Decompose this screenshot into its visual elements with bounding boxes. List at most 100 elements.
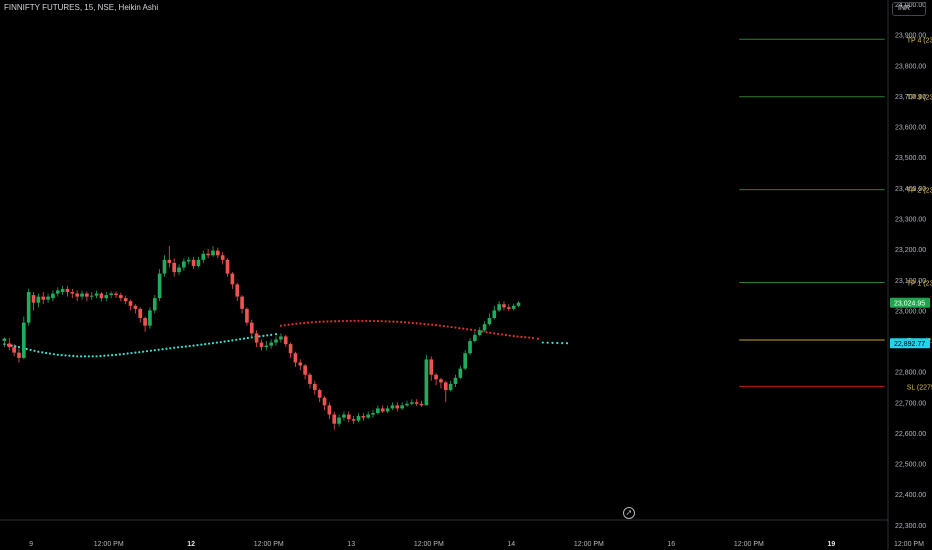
candle-body — [346, 414, 351, 420]
currency-button[interactable]: INR — [892, 2, 926, 16]
trailing-stop-dot-red — [345, 319, 348, 323]
trailing-stop-dot-red — [434, 323, 438, 327]
trailing-stop-dot-red — [388, 320, 391, 323]
trailing-stop-dot-cyan — [211, 342, 215, 345]
trailing-stop-dot-red — [295, 322, 298, 325]
trailing-stop-dot-cyan — [204, 343, 207, 346]
y-tick-label: 22,500.00 — [895, 462, 926, 469]
candle-body — [249, 322, 254, 334]
candle-body — [298, 362, 303, 366]
candle-body — [196, 259, 201, 266]
candle-body — [274, 339, 278, 343]
candle-body — [41, 296, 46, 300]
trailing-stop-dot-cyan — [83, 355, 87, 358]
trailing-stop-dot-cyan — [79, 355, 83, 358]
candle-body — [60, 288, 65, 293]
y-tick-label: 24,000.00 — [895, 2, 926, 9]
candle-body — [2, 338, 7, 342]
candle-body — [152, 298, 157, 311]
trailing-stop-dot-cyan — [239, 338, 242, 341]
trailing-stop-dot-cyan — [29, 348, 32, 352]
candle-body — [162, 259, 167, 274]
trailing-stop-dot-cyan — [219, 340, 222, 344]
candle-body — [400, 405, 404, 409]
candle-body — [119, 295, 123, 299]
x-tick-label: 12:00 PM — [574, 541, 604, 548]
trailing-stop-dot-red — [536, 337, 540, 340]
trailing-stop-dot-cyan — [95, 355, 98, 358]
y-tick-label: 22,300.00 — [895, 523, 926, 530]
candle-body — [507, 307, 511, 309]
candle-body — [186, 259, 191, 262]
level-label-tp: TP 2 (23394.25) — [907, 188, 932, 195]
price-label-last-bg — [890, 297, 930, 308]
candle-body — [201, 253, 206, 260]
x-tick-label: 9 — [29, 541, 33, 548]
trailing-stop-dot-cyan — [37, 350, 40, 353]
y-tick-label: 23,200.00 — [895, 247, 926, 254]
candle-body — [36, 296, 41, 303]
y-tick-label: 23,000.00 — [895, 308, 926, 315]
trailing-stop-dot-red — [493, 332, 496, 335]
candle-body — [99, 293, 104, 299]
trailing-stop-dot-red — [384, 320, 387, 323]
trailing-stop-dot-red — [353, 319, 356, 322]
candle-body — [177, 267, 181, 273]
trailing-stop-dot-cyan — [122, 352, 125, 356]
candle-body — [477, 330, 482, 335]
trailing-stop-dot-cyan — [76, 355, 79, 358]
candle-body — [143, 318, 147, 326]
candle-body — [473, 334, 477, 342]
trailing-stop-dot-red — [497, 332, 500, 336]
trailing-stop-dot-cyan — [227, 339, 230, 343]
y-tick-label: 23,900.00 — [895, 33, 926, 40]
trailing-stop-dot-red — [392, 320, 395, 323]
candle-body — [361, 416, 366, 418]
candle-body — [337, 417, 341, 424]
candle-body — [395, 405, 400, 409]
candle-body — [468, 341, 472, 354]
y-tick-label: 23,600.00 — [895, 125, 926, 132]
trailing-stop-dot-red — [450, 325, 453, 329]
level-label-tp: TP 4 (23885.10) — [907, 37, 932, 44]
candle-body — [254, 333, 259, 343]
y-tick-label: 23,100.00 — [895, 278, 926, 285]
x-tick-label: 16 — [667, 541, 675, 548]
y-tick-label: 23,700.00 — [895, 94, 926, 101]
trailing-stop-dot-cyan — [196, 344, 199, 347]
trailing-stop-dot-cyan — [262, 334, 265, 337]
trailing-stop-dot-cyan — [60, 354, 63, 357]
trailing-stop-dot-cyan — [246, 336, 249, 340]
x-tick-label: 12:00 PM — [94, 541, 124, 548]
trailing-stop-dot-red — [403, 321, 407, 324]
candle-body — [332, 414, 337, 424]
trailing-stop-dot-cyan — [235, 338, 238, 341]
trailing-stop-dot-red — [341, 319, 345, 323]
candle-body — [148, 310, 152, 326]
trailing-stop-dot-cyan — [107, 354, 110, 357]
candle-body — [172, 262, 176, 273]
trailing-stop-dot-cyan — [103, 354, 106, 357]
y-tick-label: 22,600.00 — [895, 431, 926, 438]
trailing-stop-dot-red — [423, 322, 426, 326]
candle-body — [240, 296, 244, 309]
trailing-stop-dot-cyan — [68, 354, 71, 357]
trailing-stop-dot-red — [419, 322, 422, 325]
price-label-last: 23,024.95 — [894, 301, 925, 308]
trailing-stop-dot-cyan — [126, 352, 129, 355]
trailing-stop-dot-red — [508, 334, 511, 337]
x-tick-label: 12:00 PM — [414, 541, 444, 548]
candle-body — [17, 352, 21, 358]
trailing-stop-dot-red — [326, 320, 329, 323]
candle-body — [94, 293, 99, 296]
trailing-stop-dot-cyan — [138, 351, 141, 354]
candle-body — [487, 318, 492, 325]
trailing-stop-dot-red — [279, 324, 282, 327]
candle-body — [313, 383, 317, 391]
trailing-stop-dot-red — [481, 330, 484, 333]
trailing-stop-dot-red — [531, 336, 535, 340]
candle-body — [264, 345, 269, 348]
candle-body — [114, 293, 118, 296]
compass-icon[interactable]: ➚ — [623, 507, 635, 519]
